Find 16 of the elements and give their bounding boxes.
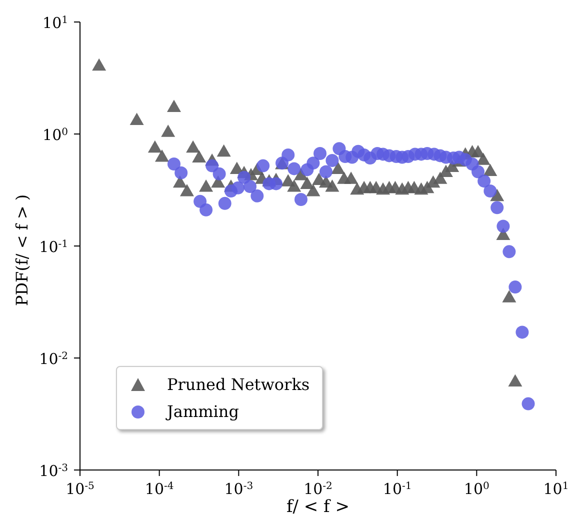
x-tick-label: 10$^{0}$ <box>464 480 490 498</box>
y-tick-label: 10$^{-1}$ <box>39 238 68 256</box>
legend-label: Pruned Networks <box>167 375 310 394</box>
y-tick-label: 10$^{0}$ <box>42 126 68 144</box>
y-axis-title: PDF(f/ < f > ) <box>12 194 32 306</box>
y-tick-label: 10$^{-3}$ <box>39 462 68 480</box>
x-tick-label: 10$^{1}$ <box>543 480 569 498</box>
x-tick-label: 10$^{-2}$ <box>304 480 332 498</box>
y-tick-label: 10$^{1}$ <box>42 14 68 32</box>
x-tick-label: 10$^{-1}$ <box>382 480 412 498</box>
x-tick-label: 10$^{-3}$ <box>224 480 254 498</box>
x-tick-label: 10$^{-5}$ <box>66 480 94 498</box>
y-tick-label: 10$^{-2}$ <box>39 350 68 368</box>
legend-label: Jamming <box>167 402 239 421</box>
x-axis-title: f/ < f > <box>286 497 350 516</box>
x-tick-label: 10$^{-4}$ <box>144 480 174 498</box>
